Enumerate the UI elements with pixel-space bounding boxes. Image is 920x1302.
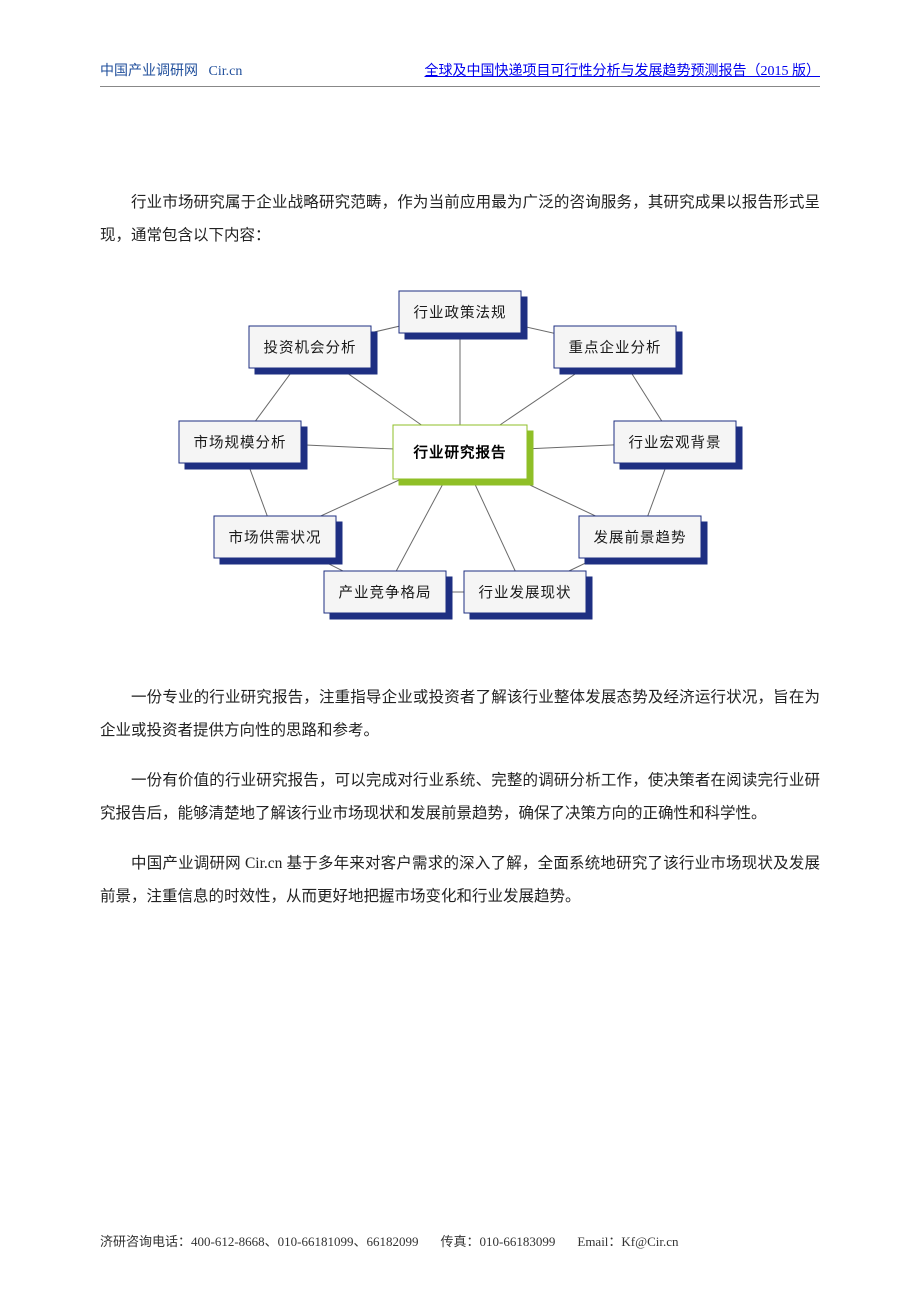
node-label: 发展前景趋势 [579,516,702,559]
node-label: 市场规模分析 [179,421,302,464]
footer-fax-number: 010-66183099 [480,1234,556,1249]
node-label: 行业发展现状 [464,571,587,614]
footer-phone-numbers: 400-612-8668、010-66181099、66182099 [191,1234,419,1249]
diagram-node-compete: 产业竞争格局 [324,571,447,614]
footer-fax-label: 传真： [441,1234,480,1249]
footer-fax: 传真：010-66183099 [441,1231,556,1250]
footer-email-label: Email： [577,1234,621,1249]
diagram-node-center: 行业研究报告 [393,425,528,480]
node-label: 市场供需状况 [214,516,337,559]
diagram-node-invest: 投资机会分析 [249,326,372,369]
paragraph-intro: 行业市场研究属于企业战略研究范畴，作为当前应用最为广泛的咨询服务，其研究成果以报… [100,187,820,252]
page-header: 中国产业调研网 Cir.cn 全球及中国快递项目可行性分析与发展趋势预测报告（2… [100,60,820,80]
node-label: 行业研究报告 [393,425,528,480]
header-left: 中国产业调研网 Cir.cn [100,60,242,80]
paragraph-3: 一份有价值的行业研究报告，可以完成对行业系统、完整的调研分析工作，使决策者在阅读… [100,765,820,830]
page-footer: 济研咨询电话：400-612-8668、010-66181099、6618209… [100,1231,820,1250]
diagram-node-policy: 行业政策法规 [399,291,522,334]
node-label: 行业政策法规 [399,291,522,334]
diagram-node-macro: 行业宏观背景 [614,421,737,464]
footer-line: 济研咨询电话：400-612-8668、010-66181099、6618209… [100,1231,820,1250]
industry-research-diagram: 行业政策法规重点企业分析行业宏观背景发展前景趋势行业发展现状产业竞争格局 市场供需… [180,272,740,632]
footer-email-link[interactable]: Kf@Cir.cn [621,1234,678,1249]
diagram-node-status: 行业发展现状 [464,571,587,614]
header-report-title[interactable]: 全球及中国快递项目可行性分析与发展趋势预测报告（2015 版） [425,60,821,80]
diagram-node-scale: 市场规模分析 [179,421,302,464]
footer-email: Email：Kf@Cir.cn [577,1231,678,1250]
diagram-node-supply: 市场供需状况 [214,516,337,559]
footer-phone-label: 济研咨询电话： [100,1234,191,1249]
node-label: 重点企业分析 [554,326,677,369]
node-label: 行业宏观背景 [614,421,737,464]
header-site-link[interactable]: Cir.cn [209,64,243,79]
header-divider [100,86,820,87]
header-site-name: 中国产业调研网 [100,64,198,79]
footer-phone: 济研咨询电话：400-612-8668、010-66181099、6618209… [100,1231,419,1250]
diagram-node-company: 重点企业分析 [554,326,677,369]
document-page: 中国产业调研网 Cir.cn 全球及中国快递项目可行性分析与发展趋势预测报告（2… [0,0,920,1302]
node-label: 产业竞争格局 [324,571,447,614]
node-label: 投资机会分析 [249,326,372,369]
paragraph-4: 中国产业调研网 Cir.cn 基于多年来对客户需求的深入了解，全面系统地研究了该… [100,848,820,913]
diagram-node-prospect: 发展前景趋势 [579,516,702,559]
paragraph-2: 一份专业的行业研究报告，注重指导企业或投资者了解该行业整体发展态势及经济运行状况… [100,682,820,747]
